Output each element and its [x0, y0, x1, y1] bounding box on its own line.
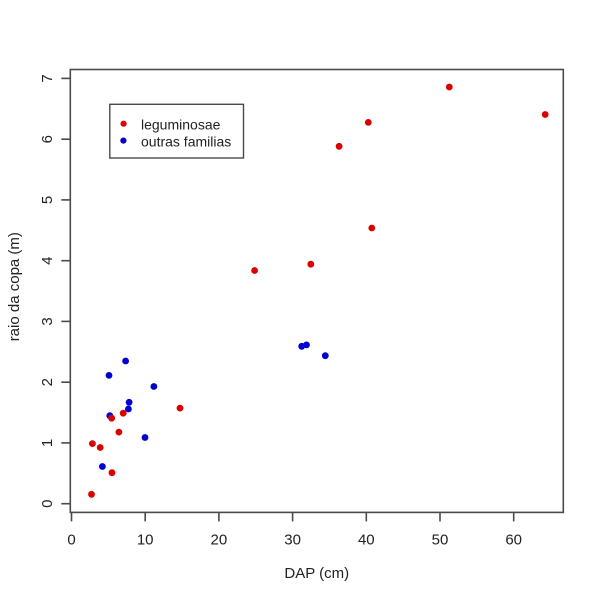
svg-text:outras familias: outras familias	[141, 134, 231, 150]
svg-text:0: 0	[39, 500, 56, 508]
svg-text:10: 10	[137, 532, 154, 549]
svg-text:raio da copa (m): raio da copa (m)	[6, 232, 23, 341]
svg-text:7: 7	[39, 74, 56, 82]
svg-text:1: 1	[39, 439, 56, 447]
svg-text:60: 60	[505, 532, 522, 549]
svg-text:2: 2	[39, 378, 56, 386]
svg-text:leguminosae: leguminosae	[141, 117, 221, 133]
svg-text:5: 5	[39, 196, 56, 204]
svg-text:0: 0	[67, 532, 75, 549]
svg-text:6: 6	[39, 135, 56, 143]
svg-text:40: 40	[358, 532, 375, 549]
svg-text:DAP (cm): DAP (cm)	[284, 565, 349, 582]
svg-text:20: 20	[211, 532, 228, 549]
svg-text:3: 3	[39, 317, 56, 325]
svg-text:4: 4	[39, 257, 56, 265]
svg-text:30: 30	[284, 532, 301, 549]
svg-text:50: 50	[432, 532, 449, 549]
